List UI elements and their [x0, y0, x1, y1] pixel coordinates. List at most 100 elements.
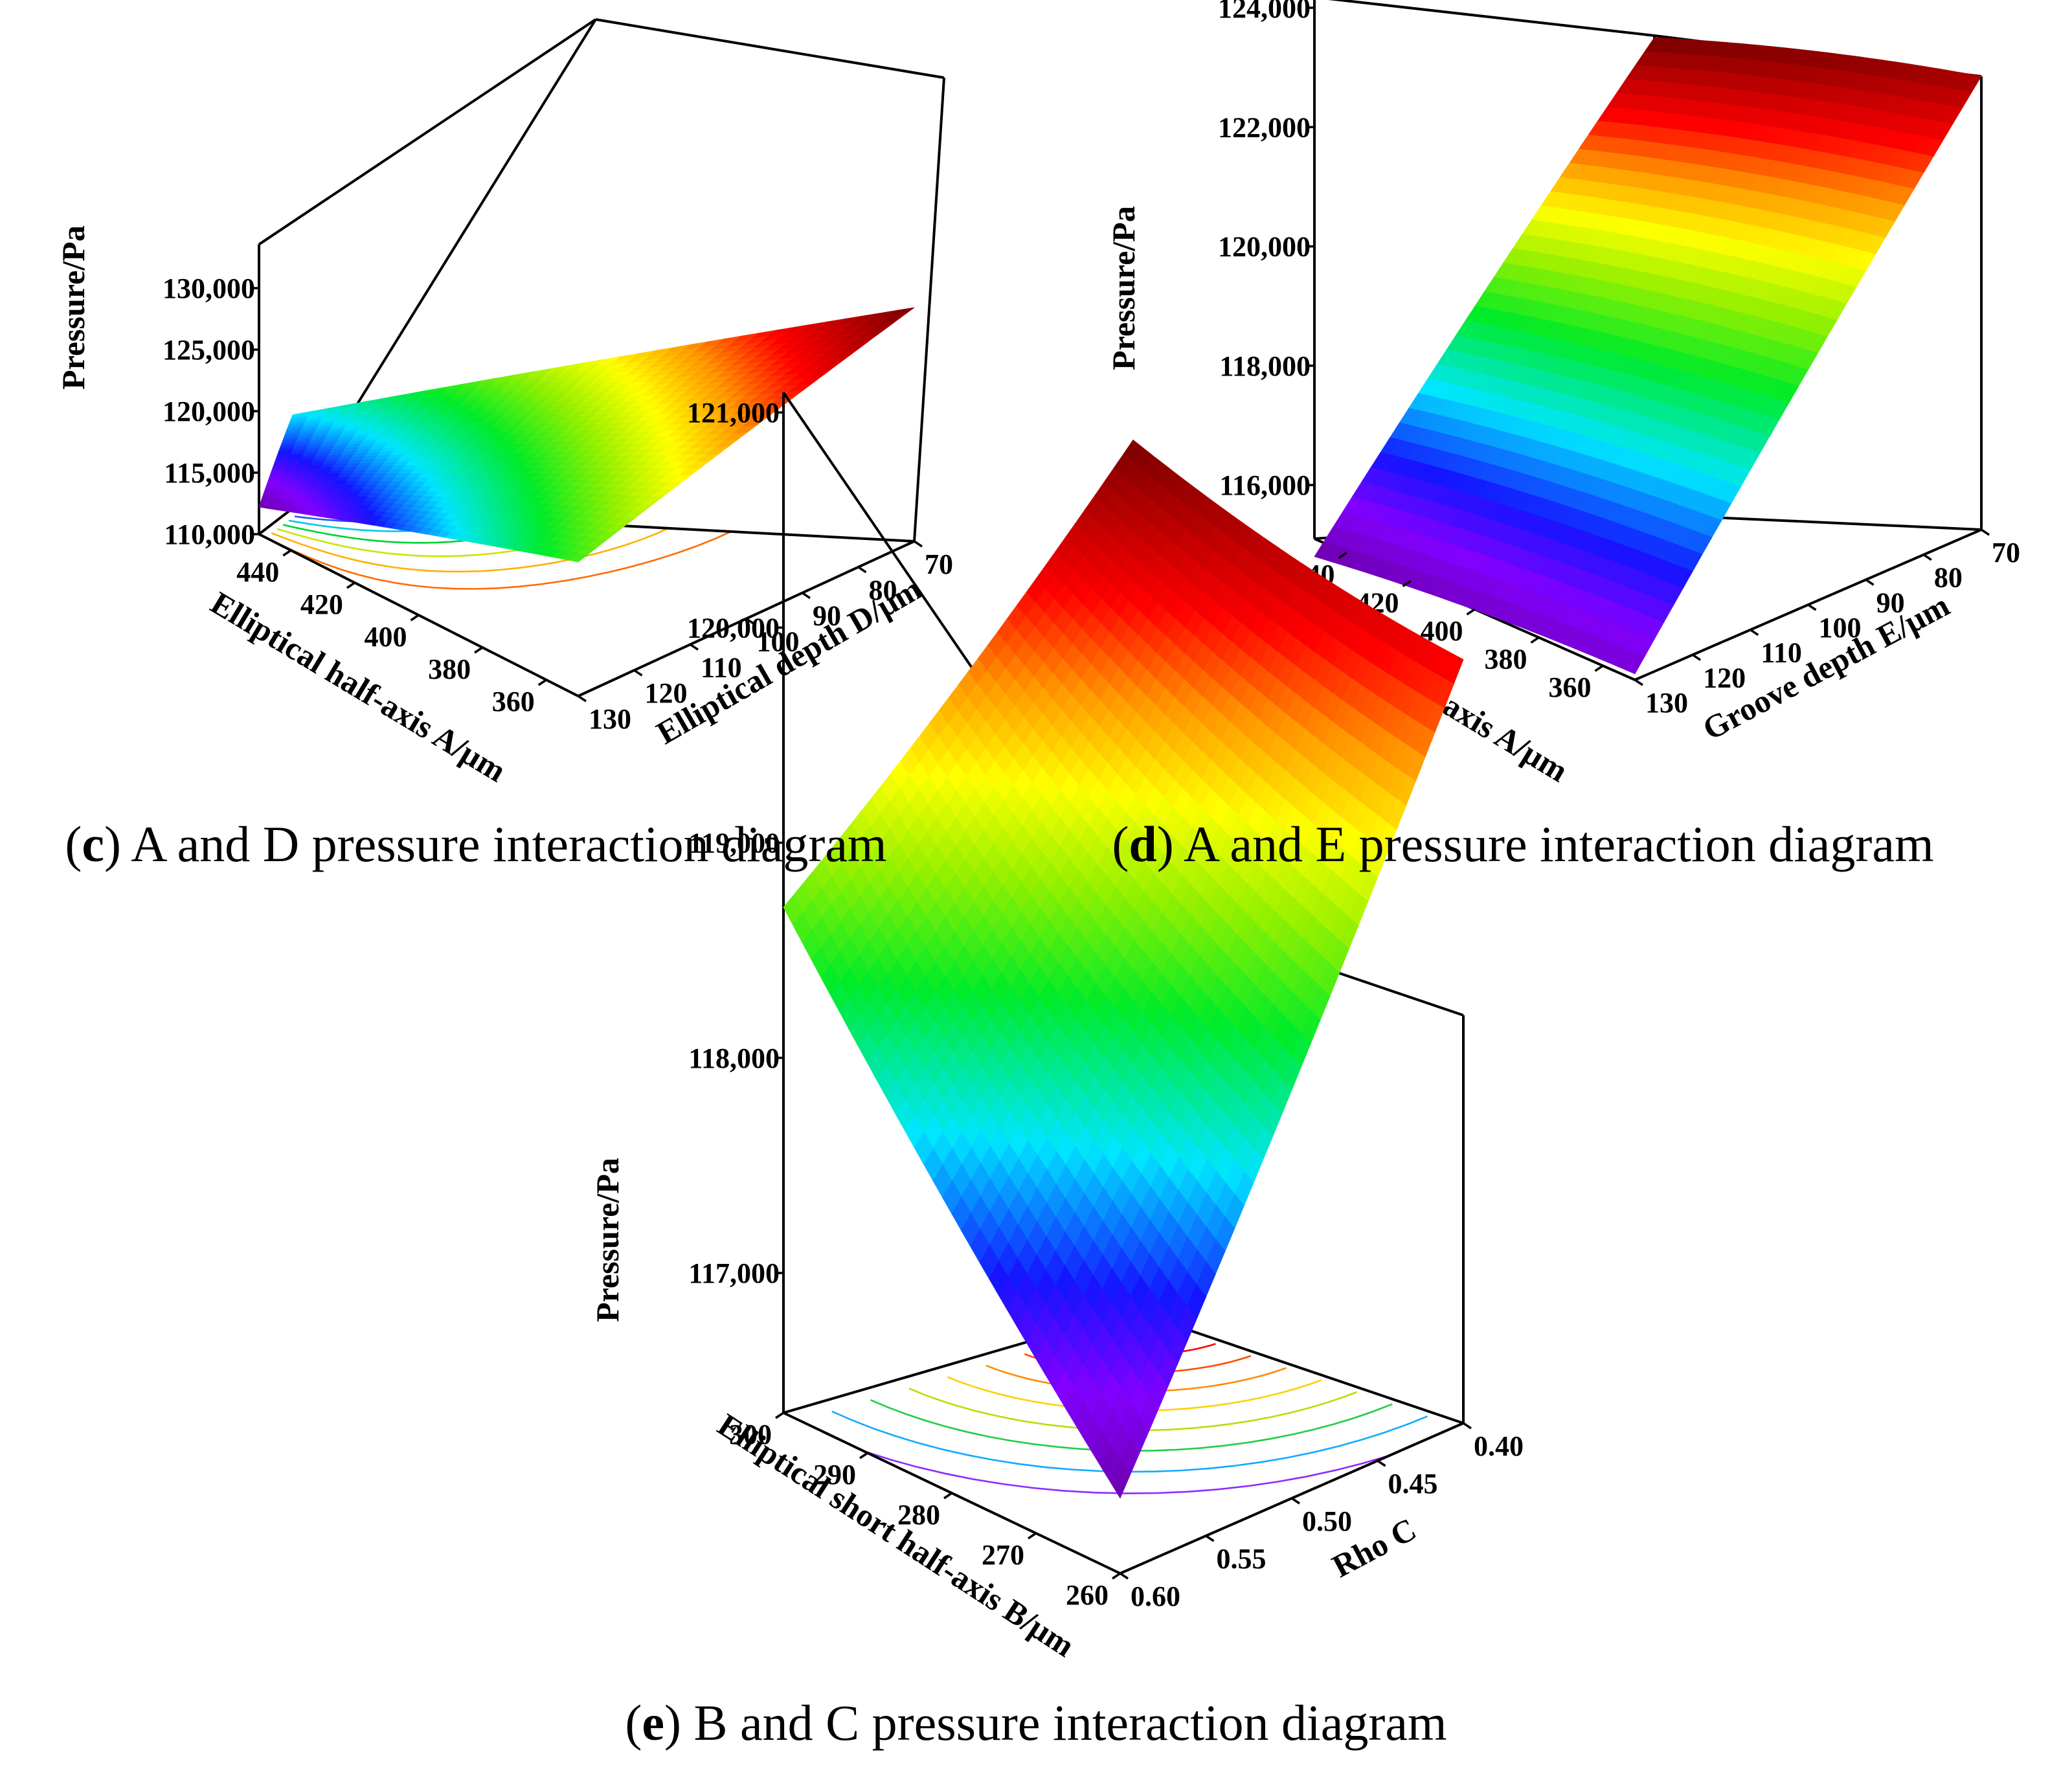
z-tick-label: 118,000: [688, 1042, 780, 1074]
y-tick-mark: [1205, 1535, 1215, 1542]
contour-line: [271, 527, 670, 573]
z-axis-ticks: 116,000 118,000 120,000 122,000 124,000: [1218, 0, 1314, 501]
top-edge-right: [595, 18, 945, 79]
x-tick-mark: [1338, 552, 1347, 559]
z-tick-label: 110,000: [164, 519, 255, 550]
surface-patch: [1110, 1460, 1131, 1499]
x-tick-label: 440: [236, 556, 279, 588]
y-tick-mark: [1981, 528, 1990, 536]
y-tick-mark: [745, 618, 755, 625]
y-tick-label: 120: [645, 677, 688, 709]
caption-e: (e) B and C pressure interaction diagram: [625, 1694, 1447, 1751]
z-tick-label: 124,000: [1218, 0, 1311, 24]
z-tick-label: 120,000: [687, 612, 780, 644]
y-axis-title: Elliptical depth D/µm: [650, 570, 927, 751]
x-tick-mark: [1530, 636, 1540, 644]
y-tick-mark: [1692, 653, 1702, 661]
z-tick-label: 116,000: [1219, 469, 1311, 501]
x-tick-label: 300: [729, 1419, 772, 1450]
floor-edge-left: [258, 507, 294, 535]
y-tick-mark: [802, 592, 811, 600]
y-tick-mark: [914, 540, 923, 548]
z-tick-label: 119,000: [688, 827, 780, 859]
x-tick-mark: [346, 581, 355, 589]
response-surface: [783, 439, 1464, 1499]
x-axis-ticks: 440 420 400 380 360: [236, 549, 547, 717]
y-tick-mark: [690, 643, 699, 651]
x-axis-title: Elliptical short half-axis B/µm: [712, 1406, 1081, 1664]
response-surface: [1314, 37, 1982, 675]
y-axis-ticks: 130 120 110 100 90 80 70: [578, 540, 953, 735]
surface-patch: [293, 471, 308, 475]
y-tick-label: 120: [1703, 662, 1746, 693]
x-tick-label: 360: [492, 686, 535, 717]
y-tick-label: 0.60: [1131, 1581, 1180, 1612]
contour-line: [800, 1420, 1457, 1494]
x-tick-mark: [859, 1452, 868, 1459]
y-tick-label: 70: [1992, 537, 2020, 568]
panel-c-chart: 110,000 115,000 120,000 125,000 130,000 Press…: [55, 18, 953, 789]
x-axis-title: Elliptical half-axis A/µm: [205, 584, 512, 789]
y-tick-label: 100: [757, 626, 800, 658]
y-tick-label: 90: [813, 600, 841, 632]
x-tick-label: 280: [897, 1499, 940, 1531]
z-axis-title: Pressure/Pa: [1105, 206, 1142, 370]
x-axis-ticks: 300 290 280 270 260: [729, 1412, 1121, 1611]
surface-patch: [289, 480, 302, 484]
x-tick-mark: [1028, 1532, 1037, 1540]
x-tick-mark: [474, 646, 484, 654]
surface-patch: [569, 552, 589, 563]
z-axis-ticks: 117,000 118,000 119,000 120,000 121,000: [687, 397, 783, 1289]
x-tick-mark: [943, 1492, 952, 1500]
y-tick-label: 110: [1761, 637, 1802, 669]
right-vertical-edge: [913, 77, 945, 542]
x-tick-label: 400: [365, 621, 407, 653]
surface-patch: [269, 474, 283, 478]
y-tick-mark: [1291, 1497, 1300, 1505]
y-tick-label: 0.40: [1474, 1430, 1524, 1462]
z-tick-label: 122,000: [1218, 111, 1311, 143]
z-tick-label: 121,000: [687, 397, 780, 429]
y-tick-mark: [1634, 679, 1643, 686]
z-tick-label: 125,000: [163, 334, 255, 366]
y-tick-label: 80: [869, 574, 897, 606]
y-tick-label: 80: [1934, 562, 1963, 594]
caption-c: (c) A and D pressure interaction diagram: [65, 816, 886, 872]
x-tick-label: 380: [1485, 644, 1527, 675]
y-tick-mark: [1922, 554, 1932, 561]
y-tick-label: 0.55: [1217, 1543, 1267, 1575]
response-surface: [258, 307, 915, 563]
x-tick-mark: [282, 549, 292, 557]
y-axis-ticks: 0.60 0.55 0.50 0.45 0.40: [1120, 1422, 1524, 1612]
y-tick-mark: [1865, 578, 1875, 586]
x-tick-label: 270: [982, 1539, 1024, 1571]
y-tick-mark: [1120, 1572, 1129, 1580]
y-axis-ticks: 130 120 110 100 90 80 70: [1634, 528, 2020, 719]
y-tick-label: 0.45: [1388, 1468, 1438, 1500]
surface-patch: [290, 477, 304, 481]
z-tick-label: 115,000: [164, 457, 255, 489]
x-tick-mark: [1594, 664, 1604, 672]
z-axis-ticks: 110,000 115,000 120,000 125,000 130,000: [163, 273, 259, 550]
surface-patch: [1625, 652, 1645, 675]
z-axis-title: Pressure/Pa: [589, 1158, 625, 1322]
y-tick-label: 90: [1876, 587, 1905, 618]
y-tick-mark: [1463, 1422, 1472, 1430]
surface-patch: [300, 480, 314, 484]
y-tick-label: 70: [925, 548, 953, 580]
surface-patch: [303, 474, 318, 478]
z-axis-title: Pressure/Pa: [55, 225, 91, 390]
x-tick-label: 360: [1549, 671, 1592, 703]
x-tick-mark: [410, 614, 420, 622]
panel-e-chart: 117,000 118,000 119,000 120,000 121,000 Press…: [589, 391, 1524, 1664]
top-edge-left: [258, 18, 597, 246]
y-tick-label: 130: [1645, 687, 1688, 719]
surface-patch: [278, 480, 291, 484]
panel-d-chart: 116,000 118,000 120,000 122,000 124,000 Press…: [1105, 0, 2020, 789]
x-tick-label: 380: [428, 653, 471, 685]
y-tick-mark: [1807, 603, 1817, 611]
x-tick-label: 420: [300, 589, 343, 620]
y-tick-mark: [1377, 1459, 1386, 1467]
z-tick-label: 118,000: [1219, 350, 1311, 382]
